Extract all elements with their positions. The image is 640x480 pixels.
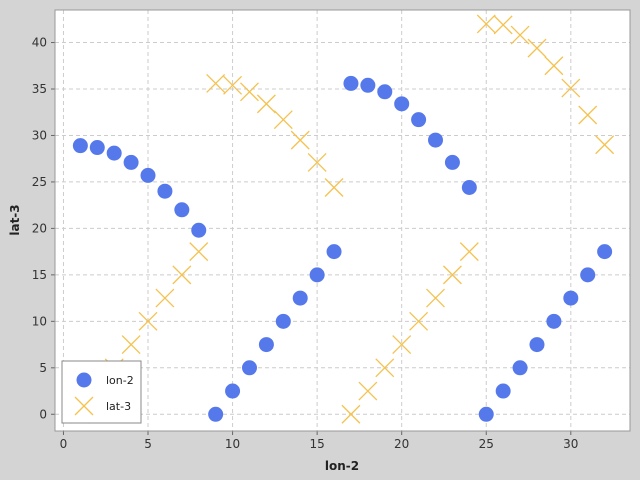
point-lon-2 (208, 406, 224, 422)
point-lon-2 (360, 77, 376, 93)
point-lat-3 (290, 130, 310, 150)
point-lon-2 (377, 84, 393, 100)
point-lat-3 (172, 265, 192, 285)
point-lon-2 (343, 75, 359, 91)
point-lat-3 (510, 25, 530, 45)
point-lon-2 (394, 96, 410, 112)
point-lon-2 (580, 267, 596, 283)
point-lat-3 (493, 15, 513, 35)
point-lon-2 (258, 337, 274, 353)
legend-label-lon-2: lon-2 (106, 374, 134, 387)
y-axis-title: lat-3 (8, 204, 22, 235)
x-tick-label: 10 (225, 437, 240, 451)
point-lon-2 (546, 313, 562, 329)
point-lon-2 (428, 132, 444, 148)
series-lat-3 (70, 14, 615, 424)
series-lon-2 (72, 75, 613, 422)
point-lon-2 (140, 167, 156, 183)
y-tick-label: 10 (32, 314, 47, 328)
point-lon-2 (292, 290, 308, 306)
point-lat-3 (121, 335, 141, 355)
point-lat-3 (409, 311, 429, 331)
point-lon-2 (512, 360, 528, 376)
point-lat-3 (595, 135, 615, 155)
point-lat-3 (273, 110, 293, 130)
point-lon-2 (275, 313, 291, 329)
y-tick-label: 5 (39, 361, 47, 375)
x-tick-label: 20 (394, 437, 409, 451)
point-lat-3 (240, 82, 259, 102)
point-lat-3 (358, 381, 378, 401)
point-lat-3 (544, 56, 564, 76)
legend: lon-2 lat-3 (61, 360, 142, 424)
grid-lines (55, 10, 630, 431)
point-lon-2 (563, 290, 579, 306)
point-lat-3 (392, 335, 412, 355)
x-tick-label: 25 (479, 437, 494, 451)
y-tick-label: 0 (39, 407, 47, 421)
point-lon-2 (309, 267, 325, 283)
point-lon-2 (597, 244, 613, 260)
point-lat-3 (206, 73, 226, 93)
x-tick-label: 5 (144, 437, 152, 451)
point-lat-3 (324, 178, 344, 197)
legend-marker-lat-3 (74, 396, 94, 416)
x-axis-title: lon-2 (325, 459, 359, 473)
point-lat-3 (476, 14, 496, 34)
point-lon-2 (495, 383, 511, 399)
point-lon-2 (225, 383, 241, 399)
point-lon-2 (529, 337, 545, 353)
plot-frame (54, 9, 631, 432)
y-tick-label: 35 (32, 82, 47, 96)
point-lon-2 (123, 154, 139, 170)
point-lat-3 (138, 311, 158, 331)
legend-box (61, 360, 142, 424)
y-tick-label: 40 (32, 36, 47, 50)
y-tick-label: 20 (32, 221, 47, 235)
point-lon-2 (241, 360, 257, 376)
point-lat-3 (459, 242, 479, 262)
data-series (70, 14, 615, 424)
x-tick-label: 30 (563, 437, 578, 451)
point-lat-3 (561, 78, 581, 98)
y-tick-label: 30 (32, 128, 47, 142)
point-lat-3 (578, 105, 598, 125)
axis-ticks: 0 5 10 15 20 25 30 0 5 10 15 20 25 30 35 40 (32, 36, 579, 451)
point-lat-3 (527, 38, 547, 58)
x-tick-label: 15 (309, 437, 324, 451)
point-lon-2 (89, 140, 105, 156)
point-lat-3 (223, 75, 243, 95)
point-lat-3 (189, 242, 209, 262)
point-lon-2 (411, 112, 427, 128)
point-lat-3 (426, 288, 445, 308)
y-tick-label: 15 (32, 268, 47, 282)
point-lon-2 (106, 145, 122, 161)
point-lon-2 (461, 180, 477, 196)
legend-marker-lon-2 (76, 372, 92, 388)
plot-area (55, 10, 630, 431)
point-lon-2 (326, 244, 342, 260)
point-lon-2 (72, 138, 88, 154)
point-lat-3 (155, 288, 175, 308)
x-tick-label: 0 (60, 437, 68, 451)
point-lat-3 (341, 404, 361, 424)
point-lon-2 (478, 406, 494, 422)
point-lon-2 (174, 202, 190, 218)
point-lat-3 (256, 94, 276, 114)
point-lat-3 (307, 152, 327, 172)
point-lon-2 (191, 222, 207, 238)
point-lat-3 (375, 358, 395, 378)
legend-label-lat-3: lat-3 (106, 400, 131, 413)
point-lat-3 (442, 265, 462, 285)
point-lon-2 (157, 183, 173, 199)
y-tick-label: 25 (32, 175, 47, 189)
point-lon-2 (444, 154, 460, 170)
